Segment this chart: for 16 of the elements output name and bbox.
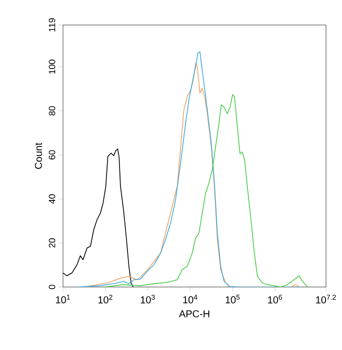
y-tick-label: 80: [48, 106, 56, 116]
y-tick-label: 20: [48, 238, 56, 248]
x-tick-label: 10$^{7.2}$: [316, 294, 336, 304]
y-tick-label: 0: [48, 284, 56, 290]
y-tick-label: 60: [48, 150, 56, 160]
x-tick-label: 10$^{1}$: [56, 294, 70, 304]
x-axis-title: APC-H: [178, 310, 210, 318]
y-tick-label: 119: [48, 18, 56, 32]
y-tick-label: 100: [48, 60, 56, 74]
y-axis-title: Count: [34, 142, 42, 169]
x-tick-label: 10$^{3}$: [140, 294, 155, 304]
y-tick-label: 40: [48, 194, 56, 204]
x-tick-label: 10$^{4}$: [183, 294, 198, 304]
x-tick-label: 10$^{5}$: [226, 294, 240, 304]
x-tick-label: 10$^{2}$: [98, 294, 112, 304]
x-tick-label: 10$^{6}$: [268, 294, 282, 304]
